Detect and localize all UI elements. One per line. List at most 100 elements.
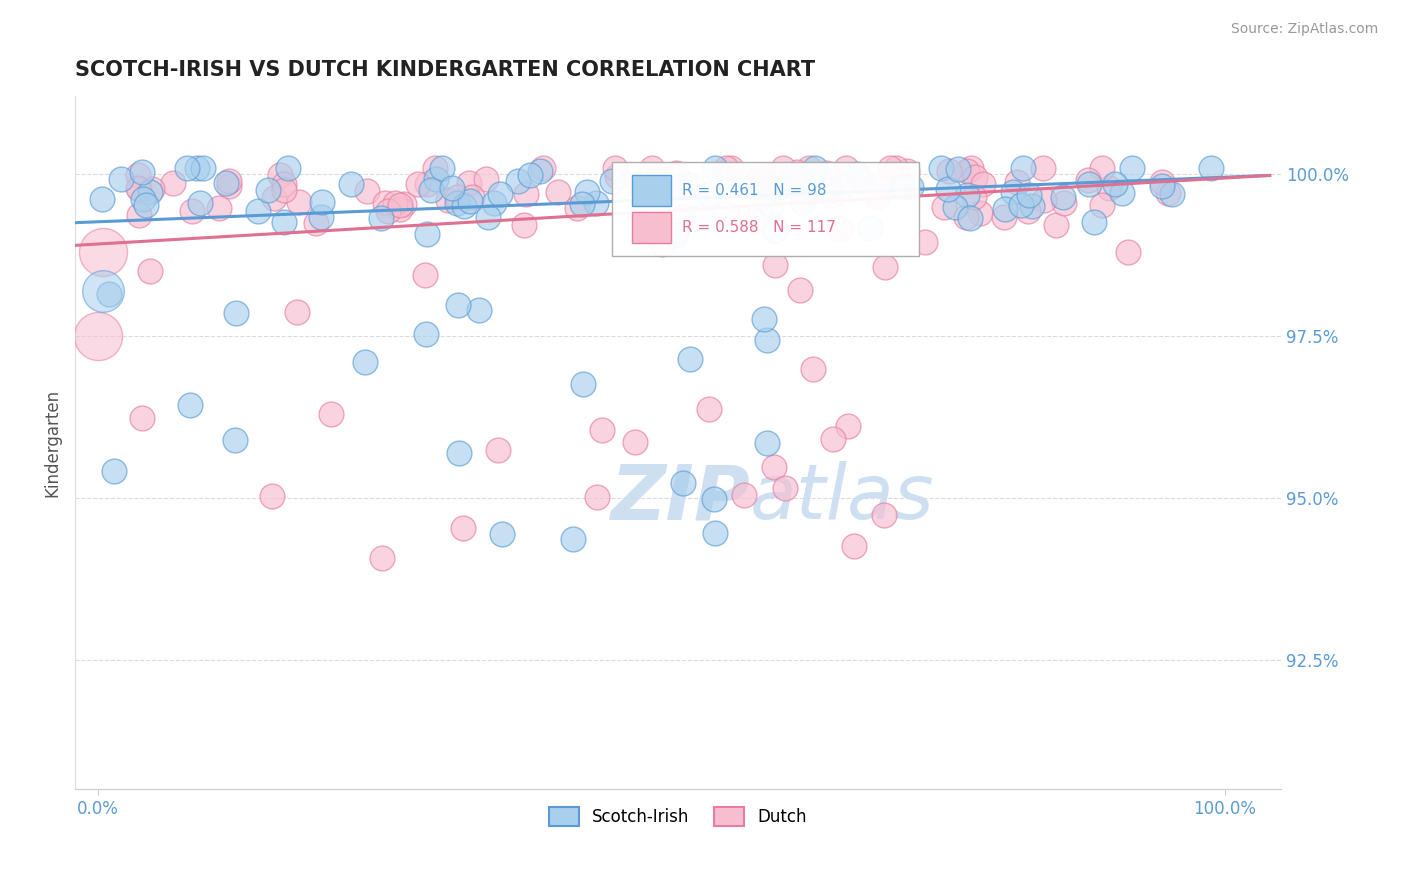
Text: R = 0.461   N = 98: R = 0.461 N = 98: [682, 183, 827, 198]
Point: [135, 198, 157, 212]
Point: [131, 164, 153, 178]
Point: [491, 526, 513, 541]
Point: [714, 205, 737, 219]
Point: [415, 177, 437, 191]
Point: [575, 186, 598, 200]
Point: [956, 163, 979, 178]
Point: [1032, 161, 1054, 175]
Point: [176, 161, 198, 175]
Point: [273, 215, 295, 229]
Point: [675, 178, 697, 192]
Point: [218, 179, 240, 194]
Point: [441, 181, 464, 195]
Point: [835, 161, 858, 175]
Point: [804, 161, 827, 175]
Point: [651, 237, 673, 252]
Point: [859, 221, 882, 235]
Point: [852, 174, 875, 188]
Point: [830, 180, 852, 194]
Point: [955, 210, 977, 224]
Point: [969, 206, 991, 220]
FancyBboxPatch shape: [633, 176, 671, 206]
Point: [820, 187, 842, 202]
Point: [993, 211, 1015, 225]
Point: [430, 161, 453, 175]
Point: [1083, 214, 1105, 228]
Point: [761, 169, 783, 183]
Point: [309, 210, 332, 224]
Point: [91, 192, 114, 206]
Legend: Scotch-Irish, Dutch: Scotch-Irish, Dutch: [543, 800, 814, 833]
Point: [208, 201, 231, 215]
Point: [628, 178, 651, 193]
Point: [571, 196, 593, 211]
Point: [477, 210, 499, 224]
Point: [586, 490, 609, 504]
Point: [547, 186, 569, 200]
Point: [891, 180, 914, 194]
Point: [453, 520, 475, 534]
Point: [186, 161, 208, 175]
Point: [605, 161, 627, 175]
Point: [1021, 199, 1043, 213]
Point: [873, 508, 896, 523]
Point: [742, 214, 765, 228]
Point: [353, 355, 375, 369]
Point: [703, 491, 725, 506]
Point: [188, 196, 211, 211]
Point: [384, 196, 406, 211]
Point: [449, 446, 471, 460]
Point: [1199, 161, 1222, 175]
Point: [946, 162, 969, 177]
Point: [751, 190, 773, 204]
Point: [288, 194, 311, 209]
Point: [218, 174, 240, 188]
Point: [1052, 190, 1074, 204]
Point: [931, 161, 953, 175]
Point: [749, 169, 772, 184]
Point: [356, 184, 378, 198]
Point: [641, 161, 664, 175]
Point: [513, 219, 536, 233]
Point: [752, 311, 775, 326]
Point: [141, 182, 163, 196]
Point: [959, 211, 981, 225]
Point: [468, 302, 491, 317]
Point: [776, 178, 799, 192]
Point: [394, 196, 416, 211]
Point: [820, 183, 842, 197]
Point: [1118, 244, 1140, 259]
Point: [1157, 186, 1180, 200]
Point: [875, 260, 897, 274]
Point: [681, 178, 703, 192]
Point: [215, 176, 238, 190]
Point: [1091, 161, 1114, 175]
Point: [425, 172, 447, 186]
Point: [697, 402, 720, 417]
Point: [1012, 161, 1035, 175]
Point: [956, 188, 979, 202]
Point: [91, 284, 114, 298]
Point: [1121, 161, 1143, 176]
FancyBboxPatch shape: [633, 212, 671, 243]
Point: [1091, 198, 1114, 212]
Point: [508, 174, 530, 188]
Point: [786, 165, 808, 179]
Point: [773, 481, 796, 495]
Point: [139, 185, 162, 199]
Point: [800, 179, 823, 194]
Point: [191, 161, 214, 175]
Point: [754, 171, 776, 186]
Text: R = 0.588   N = 117: R = 0.588 N = 117: [682, 219, 835, 235]
Point: [900, 180, 922, 194]
Point: [759, 198, 782, 212]
Point: [733, 488, 755, 502]
Point: [1032, 194, 1054, 208]
Point: [305, 216, 328, 230]
Point: [1152, 175, 1174, 189]
Point: [519, 168, 541, 182]
Point: [225, 306, 247, 320]
Point: [321, 407, 343, 421]
Text: Source: ZipAtlas.com: Source: ZipAtlas.com: [1230, 22, 1378, 37]
Point: [277, 161, 299, 175]
